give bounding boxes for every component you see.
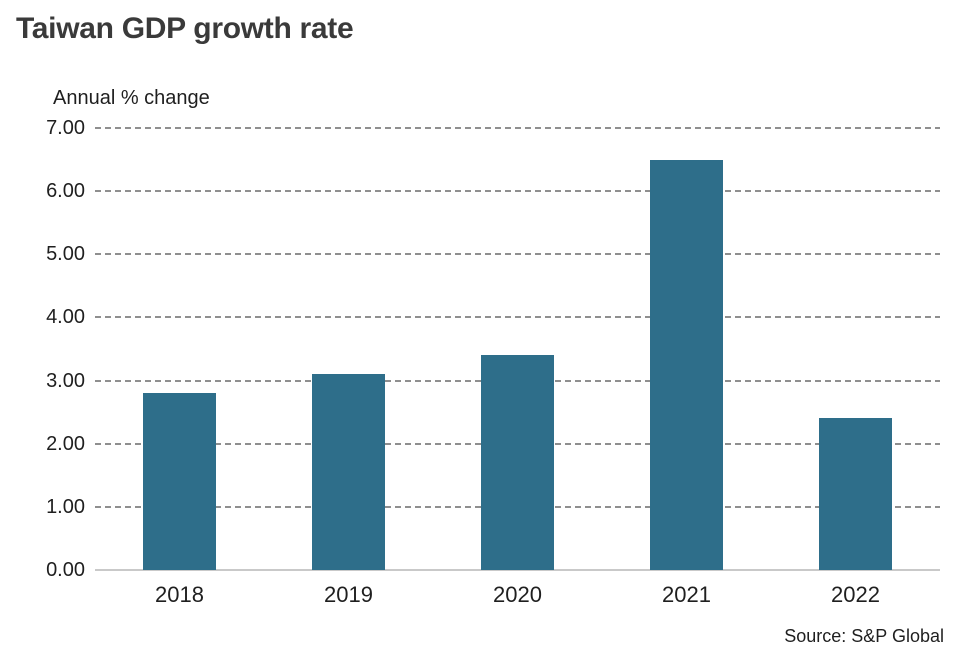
y-tick-label-5.00: 5.00: [46, 243, 85, 266]
bar-2018: [143, 393, 216, 570]
source-credit: Source: S&P Global: [784, 626, 944, 646]
gridline-7.00: [95, 127, 940, 129]
x-axis-baseline: [95, 569, 940, 571]
y-tick-label-2.00: 2.00: [46, 432, 85, 455]
x-tick-label-2019: 2019: [324, 582, 373, 607]
y-tick-label-6.00: 6.00: [46, 180, 85, 203]
plot-area: [95, 127, 940, 571]
y-axis-tick-labels: 7.00 6.00 5.00 4.00 3.00 2.00 1.00 0.00: [0, 117, 85, 581]
y-tick-label-4.00: 4.00: [46, 306, 85, 329]
bar-2019: [312, 374, 385, 570]
bar-2021: [650, 159, 723, 570]
gridline-6.00: [95, 190, 940, 193]
y-axis-unit-label: Annual % change: [53, 87, 210, 109]
x-axis-tick-labels: 2018 2019 2020 2021 2022: [95, 582, 940, 610]
y-tick-label-7.00: 7.00: [46, 117, 85, 139]
y-tick-label-3.00: 3.00: [46, 369, 85, 392]
gridline-4.00: [95, 316, 940, 319]
bar-2022: [819, 418, 892, 570]
x-tick-label-2020: 2020: [493, 582, 542, 607]
y-tick-label-1.00: 1.00: [46, 495, 85, 518]
gridline-5.00: [95, 253, 940, 256]
x-tick-label-2022: 2022: [831, 582, 880, 607]
x-tick-label-2018: 2018: [155, 582, 204, 607]
bar-2020: [481, 355, 554, 570]
y-tick-label-0.00: 0.00: [46, 559, 85, 581]
x-tick-label-2021: 2021: [662, 582, 711, 607]
chart-title: Taiwan GDP growth rate: [16, 12, 354, 45]
